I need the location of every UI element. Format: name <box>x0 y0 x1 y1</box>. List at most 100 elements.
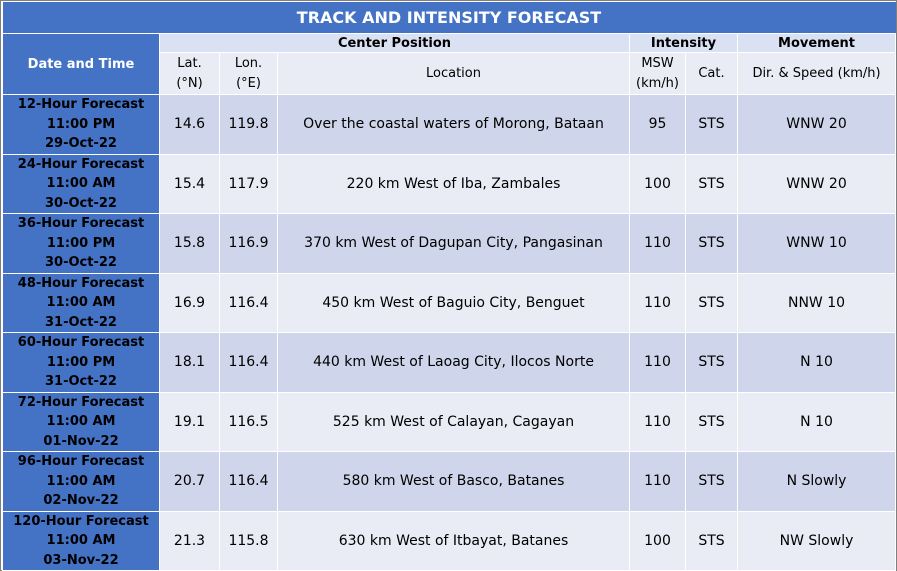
category-cell: STS <box>685 391 738 452</box>
location-cell: 220 km West of Iba, Zambales <box>277 153 630 214</box>
location-cell: 525 km West of Calayan, Cagayan <box>277 391 630 452</box>
forecast-period-cell: 48-Hour Forecast 11:00 AM 31-Oct-22 <box>2 272 160 333</box>
lon-cell: 119.8 <box>219 94 278 155</box>
table-row: 72-Hour Forecast 11:00 AM 01-Nov-22 19.1 116… <box>2 391 897 452</box>
lat-cell: 19.1 <box>159 391 220 452</box>
forecast-period-label: 12-Hour Forecast <box>17 97 145 112</box>
msw-cell: 100 <box>629 153 686 214</box>
lat-cell: 15.4 <box>159 153 220 214</box>
lat-cell: 16.9 <box>159 272 220 333</box>
movement-cell: NNW 10 <box>736 272 897 333</box>
category-cell: STS <box>685 272 738 333</box>
movement-header: Movement <box>736 33 897 53</box>
date-time-header: Date and Time <box>2 33 160 95</box>
lon-header: Lon. (°E) <box>219 52 278 95</box>
msw-cell: 95 <box>629 94 686 155</box>
forecast-period-label: 36-Hour Forecast <box>17 216 145 231</box>
lat-cell: 20.7 <box>159 451 220 512</box>
category-cell: STS <box>685 94 738 155</box>
forecast-time: 11:00 AM <box>46 176 116 191</box>
table-row: 60-Hour Forecast 11:00 PM 31-Oct-22 18.1 116… <box>2 332 897 393</box>
forecast-period-cell: 120-Hour Forecast 11:00 AM 03-Nov-22 <box>2 510 160 571</box>
forecast-period-cell: 96-Hour Forecast 11:00 AM 02-Nov-22 <box>2 451 160 512</box>
lon-cell: 116.9 <box>219 213 278 274</box>
location-cell: 370 km West of Dagupan City, Pangasinan <box>277 213 630 274</box>
forecast-date: 31-Oct-22 <box>45 314 117 330</box>
msw-cell: 110 <box>629 272 686 333</box>
location-header: Location <box>277 52 630 95</box>
location-cell: Over the coastal waters of Morong, Bataa… <box>277 94 630 155</box>
forecast-period-cell: 24-Hour Forecast 11:00 AM 30-Oct-22 <box>2 153 160 214</box>
lat-cell: 15.8 <box>159 213 220 274</box>
intensity-header: Intensity <box>629 33 738 53</box>
forecast-period-cell: 12-Hour Forecast 11:00 PM 29-Oct-22 <box>2 94 160 155</box>
movement-cell: N 10 <box>736 332 897 393</box>
table-row: 96-Hour Forecast 11:00 AM 02-Nov-22 20.7 116… <box>2 451 897 512</box>
movement-cell: WNW 20 <box>736 94 897 155</box>
cat-header: Cat. <box>685 52 738 95</box>
forecast-date: 30-Oct-22 <box>45 195 117 211</box>
forecast-period-cell: 72-Hour Forecast 11:00 AM 01-Nov-22 <box>2 391 160 452</box>
location-cell: 630 km West of Itbayat, Batanes <box>277 510 630 571</box>
forecast-time: 11:00 AM <box>46 473 116 489</box>
category-cell: STS <box>685 451 738 512</box>
forecast-date: 02-Nov-22 <box>43 493 119 508</box>
forecast-date: 01-Nov-22 <box>43 433 119 449</box>
msw-cell: 100 <box>629 510 686 571</box>
movement-cell: NW Slowly <box>736 510 897 571</box>
forecast-period-label: 120-Hour Forecast <box>13 513 149 529</box>
lat-header: Lat. (°N) <box>159 52 220 95</box>
movement-cell: WNW 10 <box>736 213 897 274</box>
forecast-period-cell: 60-Hour Forecast 11:00 PM 31-Oct-22 <box>2 332 160 393</box>
forecast-period-cell: 36-Hour Forecast 11:00 PM 30-Oct-22 <box>2 213 160 274</box>
forecast-time: 11:00 PM <box>46 116 116 132</box>
forecast-period-label: 48-Hour Forecast <box>17 275 145 291</box>
lat-cell: 21.3 <box>159 510 220 571</box>
lon-cell: 117.9 <box>219 153 278 214</box>
forecast-time: 11:00 AM <box>46 414 116 429</box>
table-row: 36-Hour Forecast 11:00 PM 30-Oct-22 15.8 116… <box>2 213 897 274</box>
forecast-time: 11:00 AM <box>46 295 116 310</box>
forecast-date: 29-Oct-22 <box>45 136 117 151</box>
movement-cell: WNW 20 <box>736 153 897 214</box>
msw-cell: 110 <box>629 391 686 452</box>
lat-cell: 18.1 <box>159 332 220 393</box>
dir-speed-header: Dir. & Speed (km/h) <box>736 52 897 95</box>
msw-cell: 110 <box>629 451 686 512</box>
forecast-time: 11:00 AM <box>46 533 116 548</box>
location-cell: 440 km West of Laoag City, Ilocos Norte <box>277 332 630 393</box>
lon-cell: 116.5 <box>219 391 278 452</box>
forecast-date: 31-Oct-22 <box>45 374 117 389</box>
location-cell: 450 km West of Baguio City, Benguet <box>277 272 630 333</box>
forecast-time: 11:00 PM <box>46 235 116 251</box>
category-cell: STS <box>685 332 738 393</box>
msw-cell: 110 <box>629 213 686 274</box>
lat-cell: 14.6 <box>159 94 220 155</box>
forecast-period-label: 72-Hour Forecast <box>17 394 145 410</box>
lon-cell: 115.8 <box>219 510 278 571</box>
center-position-header: Center Position <box>159 33 630 53</box>
forecast-period-label: 96-Hour Forecast <box>17 454 145 469</box>
forecast-time: 11:00 PM <box>46 354 116 370</box>
table-row: 48-Hour Forecast 11:00 AM 31-Oct-22 16.9 116… <box>2 272 897 333</box>
table-row: 12-Hour Forecast 11:00 PM 29-Oct-22 14.6 119… <box>2 94 897 155</box>
category-cell: STS <box>685 213 738 274</box>
msw-header: MSW (km/h) <box>629 52 686 95</box>
category-cell: STS <box>685 510 738 571</box>
msw-cell: 110 <box>629 332 686 393</box>
forecast-date: 03-Nov-22 <box>43 552 119 568</box>
movement-cell: N Slowly <box>736 451 897 512</box>
lon-cell: 116.4 <box>219 451 278 512</box>
lon-cell: 116.4 <box>219 272 278 333</box>
table-row: 120-Hour Forecast 11:00 AM 03-Nov-22 21.3 11… <box>2 510 897 571</box>
forecast-period-label: 60-Hour Forecast <box>17 335 145 350</box>
table-row: 24-Hour Forecast 11:00 AM 30-Oct-22 15.4 117… <box>2 153 897 214</box>
lon-cell: 116.4 <box>219 332 278 393</box>
forecast-period-label: 24-Hour Forecast <box>17 156 145 172</box>
forecast-date: 30-Oct-22 <box>45 255 117 270</box>
category-cell: STS <box>685 153 738 214</box>
location-cell: 580 km West of Basco, Batanes <box>277 451 630 512</box>
movement-cell: N 10 <box>736 391 897 452</box>
